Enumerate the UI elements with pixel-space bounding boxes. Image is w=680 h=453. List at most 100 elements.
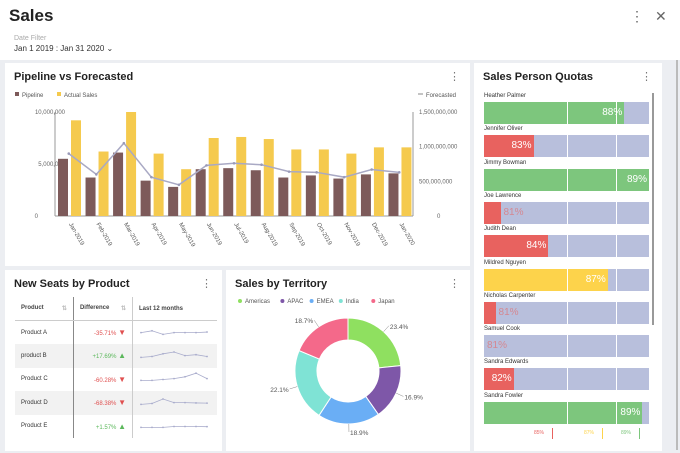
quota-bar: 81% <box>484 201 649 224</box>
sparkline <box>140 397 208 406</box>
sparkline-point <box>206 355 208 358</box>
quota-percent: 88% <box>602 107 623 118</box>
sparkline-point <box>151 379 153 382</box>
legend-label: Japan <box>378 299 394 305</box>
quota-fill <box>484 268 608 291</box>
forecasted-point <box>397 171 401 174</box>
x-tick-label: Oct-2019 <box>315 222 333 247</box>
forecasted-point <box>67 152 71 155</box>
quota-fill <box>484 401 643 424</box>
panel-title: Sales by Territory <box>235 278 328 290</box>
slice-leader-line <box>313 320 319 328</box>
salesperson-name: Mildred Nguyen <box>484 259 527 266</box>
scrollbar[interactable] <box>652 93 654 325</box>
sparkline <box>140 372 208 382</box>
sort-icon: ⇅ <box>61 306 67 312</box>
table-row[interactable]: Product E +1.57% ▲ <box>15 414 217 438</box>
page-scrollbar[interactable] <box>676 60 678 450</box>
actual-sales-bar <box>153 153 164 216</box>
territory-donut-chart: Americas APAC EMEA India Japan 23.4% 16.9% 18.9… <box>238 299 423 437</box>
sparkline-point <box>151 426 153 429</box>
quota-fill <box>484 368 514 391</box>
pipeline-bar <box>333 178 344 216</box>
trend-down-icon: ▼ <box>118 328 126 337</box>
sparkline-point <box>140 379 142 382</box>
pipeline-bar <box>250 170 261 216</box>
quota-fill <box>484 201 501 224</box>
more-options-icon[interactable]: ⋮ <box>449 278 460 290</box>
x-tick-label: Jan-2019 <box>67 222 85 247</box>
product-name: Product D <box>15 391 74 415</box>
date-filter-dropdown[interactable]: Jan 1 2019 : Jan 31 2020 ⌄ <box>14 44 113 53</box>
sparkline-point <box>162 333 164 335</box>
y2-tick-label: 500,000,000 <box>419 179 453 185</box>
column-header-difference[interactable]: Difference ⇅ <box>73 297 134 321</box>
salesperson-name: Heather Palmer <box>484 93 527 99</box>
sparkline-point <box>184 331 186 333</box>
quota-percent: 89% <box>620 406 641 418</box>
slice-label: 18.9% <box>350 430 369 437</box>
product-name: Product C <box>15 367 74 391</box>
legend-swatch <box>280 299 285 303</box>
panel-title: Pipeline vs Forecasted <box>14 71 134 83</box>
actual-sales-bar <box>346 153 357 216</box>
x-tick-label: Jan-2020 <box>397 222 415 247</box>
sparkline-point <box>162 426 164 429</box>
quota-percent: 82% <box>491 373 512 385</box>
y2-tick-label: 1,500,000,000 <box>419 110 458 116</box>
x-tick-label: Mar-2019 <box>122 222 140 248</box>
donut-slice <box>298 317 349 360</box>
more-options-icon[interactable]: ⋮ <box>641 71 652 83</box>
slice-label: 23.4% <box>390 324 409 331</box>
salesperson-name: Samuel Cook <box>484 326 521 333</box>
forecasted-point <box>315 171 318 174</box>
actual-sales-bar <box>401 147 412 216</box>
quota-fill <box>484 235 549 258</box>
forecasted-point <box>370 168 373 171</box>
threshold-marker <box>552 428 553 439</box>
sparkline-point <box>162 352 164 355</box>
sparkline-point <box>151 329 153 332</box>
x-tick-label: Dec-2019 <box>370 222 389 248</box>
quota-bar: 83% <box>484 135 649 158</box>
table-row[interactable]: Product D -68.38% ▼ <box>15 391 217 415</box>
table-row[interactable]: Product C -60.28% ▼ <box>15 367 217 391</box>
difference-value: -68.38% <box>94 401 117 408</box>
trend-up-icon: ▲ <box>118 421 126 431</box>
quota-bar: 88% <box>484 102 649 124</box>
salesperson-name: Nicholas Carpenter <box>484 292 536 299</box>
forecasted-point <box>122 141 126 145</box>
quota-bar: 89% <box>484 401 649 424</box>
more-options-icon[interactable]: ⋮ <box>449 71 460 83</box>
column-header-product[interactable]: Product ⇅ <box>15 297 74 321</box>
territory-panel: Sales by Territory ⋮ Americas APAC EMEA Ind… <box>226 270 470 451</box>
x-tick-label: Jun-2019 <box>205 222 223 247</box>
more-options-icon[interactable]: ⋮ <box>630 8 644 24</box>
seats-table: Product ⇅ Difference ⇅ Last 12 months Prod… <box>15 297 217 438</box>
sparkline-point <box>206 401 208 404</box>
pipeline-bar <box>140 180 151 216</box>
quota-fill <box>484 301 496 324</box>
more-options-icon[interactable]: ⋮ <box>201 278 212 290</box>
trend-down-icon: ▼ <box>118 374 126 384</box>
forecasted-point <box>95 173 98 176</box>
table-row[interactable]: product B +17.69% ▲ <box>15 344 217 368</box>
legend-swatch <box>309 299 314 303</box>
sparkline-point <box>206 426 208 428</box>
table-row[interactable]: Product A -35.71% ▼ <box>15 320 217 344</box>
sparkline-point <box>184 376 186 378</box>
legend-swatch <box>15 92 19 96</box>
sparkline-point <box>151 402 153 405</box>
pipeline-bar <box>388 173 399 216</box>
x-tick-label: Feb-2019 <box>95 222 113 248</box>
close-icon[interactable]: ✕ <box>655 8 667 24</box>
sparkline-point <box>173 350 175 353</box>
forecasted-point <box>342 175 346 179</box>
salesperson-name: Judith Dean <box>484 226 517 233</box>
actual-sales-bar <box>98 151 109 216</box>
donut-slice <box>294 349 332 417</box>
quota-bar: 89% <box>484 168 649 191</box>
column-header-last-12-months[interactable]: Last 12 months <box>132 297 217 321</box>
page-title: Sales <box>9 6 54 25</box>
threshold-label: 89% <box>621 430 632 436</box>
